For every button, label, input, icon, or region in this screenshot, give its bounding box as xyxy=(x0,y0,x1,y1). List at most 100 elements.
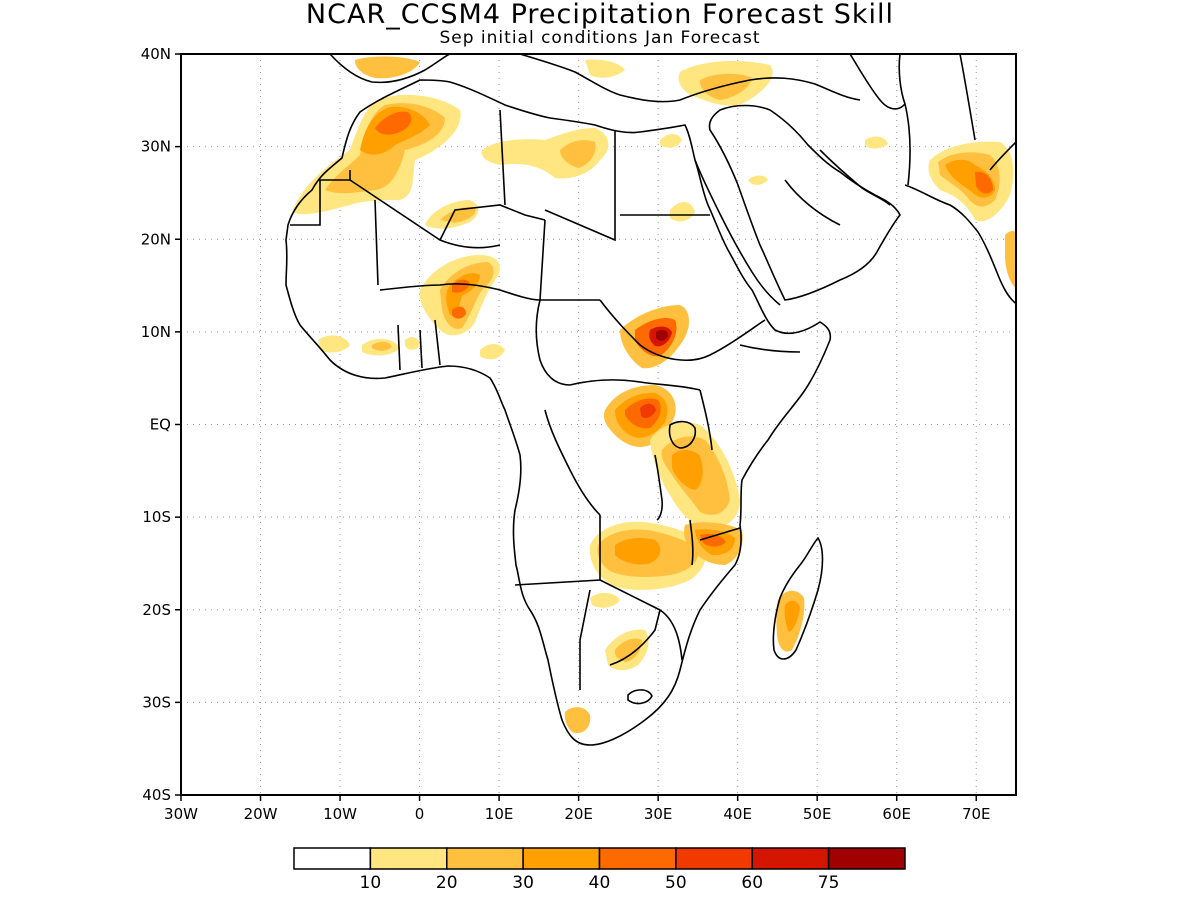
skill-region-morocco xyxy=(375,111,412,135)
country-border xyxy=(349,179,501,249)
country-border xyxy=(784,179,841,226)
skill-shading xyxy=(292,56,1016,734)
colorbar-label: 40 xyxy=(589,873,611,893)
skill-region-niger xyxy=(452,279,470,293)
colorbar-swatch xyxy=(522,847,601,870)
lesotho-border xyxy=(627,689,653,705)
colorbar: 10 20 30 40 50 60 75 xyxy=(293,847,906,893)
map-title: NCAR_CCSM4 Precipitation Forecast Skill xyxy=(305,0,895,30)
coastlines-and-borders xyxy=(285,54,1016,746)
colorbar-swatch xyxy=(598,847,677,870)
colorbar-swatch xyxy=(369,847,448,870)
skill-region-libya xyxy=(560,140,596,168)
country-border xyxy=(290,170,351,226)
country-border xyxy=(514,515,601,586)
country-border xyxy=(699,527,741,541)
x-tick-label: 10W xyxy=(323,805,357,823)
country-border xyxy=(535,299,571,386)
y-axis-ticks: 40N 30N 20N 10N EQ 10S 20S 30S 40S xyxy=(141,45,181,804)
skill-region-arabia xyxy=(748,175,768,185)
country-border xyxy=(579,589,591,690)
y-tick-label: 40S xyxy=(142,786,171,804)
country-border xyxy=(699,389,713,451)
colorbar-label: 50 xyxy=(665,873,687,893)
skill-region-nigeria xyxy=(480,344,505,360)
skill-region-namibia-north xyxy=(590,592,620,608)
colorbar-swatch xyxy=(751,847,830,870)
country-border xyxy=(544,130,616,242)
colorbar-label: 60 xyxy=(741,873,763,893)
country-border xyxy=(599,579,683,661)
skill-region-south-africa xyxy=(564,707,591,734)
x-tick-label: 40E xyxy=(723,805,752,823)
y-tick-label: 40N xyxy=(141,45,171,63)
colorbar-swatch xyxy=(446,847,524,870)
x-tick-label: 60E xyxy=(882,805,911,823)
europe-coastline xyxy=(329,54,451,84)
skill-region-great-lakes xyxy=(640,403,656,418)
europe-coastline xyxy=(519,54,681,103)
skill-region-ghana xyxy=(372,341,392,351)
x-tick-label: 30W xyxy=(164,805,198,823)
skill-region-niger xyxy=(452,306,466,319)
country-border xyxy=(379,283,541,301)
plot-frame xyxy=(180,53,1017,796)
caspian-coastline xyxy=(849,54,906,110)
country-border xyxy=(959,54,976,141)
colorbar-label: 75 xyxy=(818,873,840,893)
country-border xyxy=(739,344,801,353)
skill-region-turkey xyxy=(700,73,752,100)
skill-region-algeria xyxy=(440,207,476,223)
colorbar-swatch xyxy=(675,847,753,870)
africa-coastline xyxy=(285,79,832,746)
country-border xyxy=(569,379,701,391)
country-border xyxy=(599,299,766,361)
skill-region-zambia xyxy=(615,537,661,565)
y-tick-label: 10S xyxy=(142,508,171,526)
persian-gulf-coastline xyxy=(819,149,891,206)
skill-region-iran xyxy=(865,136,888,149)
x-tick-label: 50E xyxy=(803,805,832,823)
europe-coastline xyxy=(679,77,861,101)
colorbar-swatch xyxy=(827,847,906,870)
colorbar-swatch xyxy=(293,847,372,870)
x-tick-label: 20W xyxy=(244,805,278,823)
skill-region-madagascar xyxy=(784,600,800,632)
country-border xyxy=(397,319,441,371)
x-tick-label: 10E xyxy=(485,805,514,823)
country-border xyxy=(439,204,546,241)
country-border xyxy=(374,199,379,286)
skill-region-india xyxy=(975,171,993,194)
red-sea-coastline xyxy=(694,159,781,306)
map-gridlines xyxy=(181,54,1016,795)
skill-region-tanzania xyxy=(672,449,703,490)
skill-region-botswana xyxy=(614,638,642,662)
country-border xyxy=(499,109,506,206)
madagascar-coastline xyxy=(772,536,824,660)
skill-region-malawi xyxy=(700,533,726,547)
x-tick-label: 0 xyxy=(415,805,425,823)
colorbar-label: 20 xyxy=(436,873,458,893)
country-border xyxy=(539,219,600,301)
map-subtitle: Sep initial conditions Jan Forecast xyxy=(439,28,761,48)
y-tick-label: EQ xyxy=(150,416,171,434)
colorbar-label: 30 xyxy=(512,873,534,893)
x-tick-label: 30E xyxy=(644,805,673,823)
skill-region-ghana xyxy=(318,335,350,353)
x-tick-label: 70E xyxy=(962,805,991,823)
skill-region-egypt-south xyxy=(670,201,695,222)
skill-region-greece xyxy=(585,59,625,78)
skill-region-egypt xyxy=(660,134,682,148)
india-coastline xyxy=(904,184,1016,305)
y-tick-label: 30N xyxy=(141,138,171,156)
country-border xyxy=(609,609,661,666)
country-border xyxy=(904,103,911,186)
y-tick-label: 10N xyxy=(141,323,171,341)
y-tick-label: 20S xyxy=(142,601,171,619)
country-border xyxy=(544,409,601,516)
arabia-coastline xyxy=(708,104,901,301)
skill-region-india-sw xyxy=(1005,230,1016,289)
x-axis-ticks: 30W 20W 10W 0 10E 20E 30E 40E 50E 60E 70E xyxy=(164,795,991,823)
skill-region-togo xyxy=(405,337,420,350)
